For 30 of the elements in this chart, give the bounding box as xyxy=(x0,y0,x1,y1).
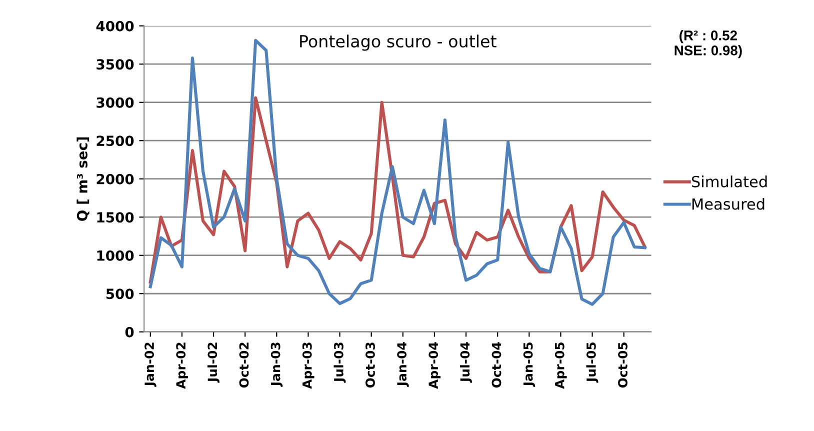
y-tick-label: 3000 xyxy=(96,97,134,108)
x-tick-label: Apr-05 xyxy=(554,342,567,389)
x-tick-label: Jul-02 xyxy=(207,342,220,383)
x-tick-label: Jan-05 xyxy=(523,342,536,387)
x-tick-label: Jul-05 xyxy=(586,342,598,383)
x-tick-label: Apr-04 xyxy=(428,342,441,389)
x-tick-label: Apr-02 xyxy=(176,342,188,389)
y-tick-label: 4000 xyxy=(96,20,134,32)
y-tick-label: 0 xyxy=(125,326,134,338)
x-tick-label: Oct-04 xyxy=(492,342,502,388)
y-tick-label: 1000 xyxy=(97,250,134,261)
x-tick-label: Oct-02 xyxy=(239,342,249,388)
legend-label: Measured xyxy=(692,198,764,210)
y-axis-title: Q [ m³ sec] xyxy=(76,137,90,221)
y-tick-label: 3500 xyxy=(96,59,134,70)
x-tick-label: Jan-03 xyxy=(270,342,283,387)
x-tick-label: Jan-02 xyxy=(144,342,156,387)
x-tick-label: Jul-03 xyxy=(334,342,346,383)
y-tick-label: 2500 xyxy=(96,136,134,146)
x-tick-label: Jul-04 xyxy=(460,342,472,383)
y-tick-label: 2000 xyxy=(96,174,134,184)
y-tick-label: 1500 xyxy=(97,212,134,223)
y-tick-label: 500 xyxy=(106,288,134,300)
legend-label: Simulated xyxy=(692,176,767,188)
text: Pontelago scuro - outlet xyxy=(300,34,496,51)
x-tick-label: Jan-04 xyxy=(397,342,409,387)
text: (R² : 0.52 NSE: 0.98) xyxy=(674,30,742,58)
x-tick-label: Apr-03 xyxy=(302,342,314,389)
x-tick-label: Oct-05 xyxy=(618,342,628,388)
x-tick-label: Oct-03 xyxy=(366,342,375,388)
